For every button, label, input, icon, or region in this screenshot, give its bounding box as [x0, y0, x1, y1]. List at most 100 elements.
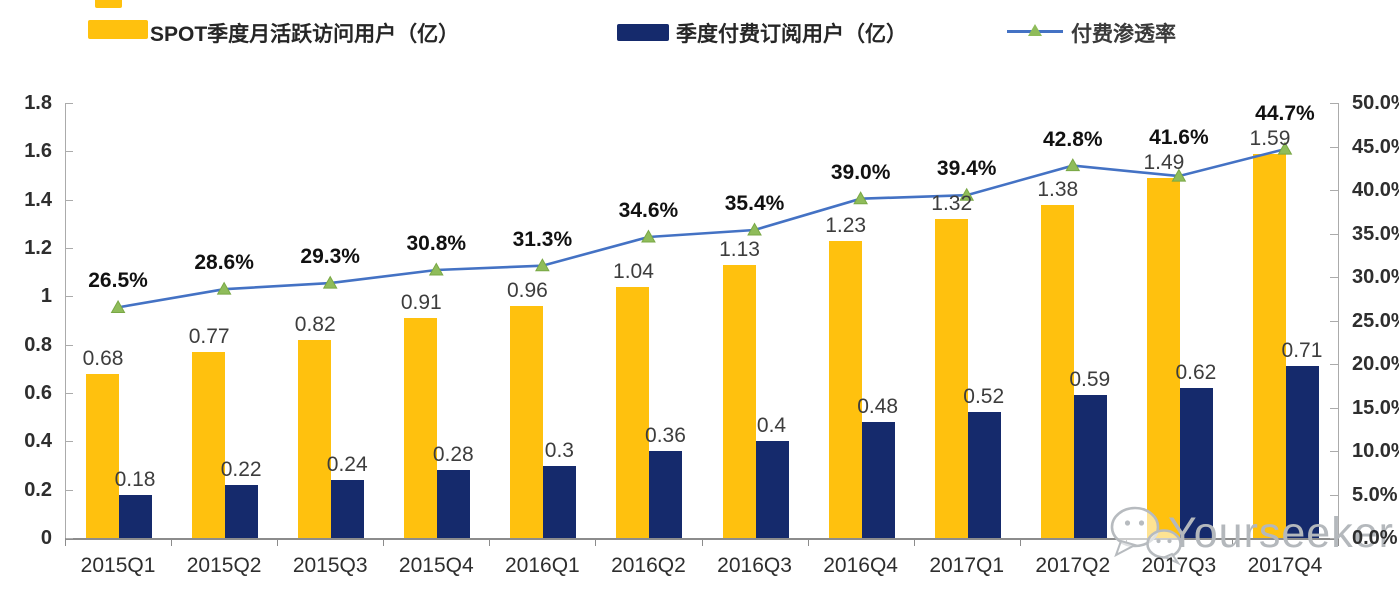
line-marker-triangle-2016Q2 [641, 229, 656, 243]
subs-bar-2016Q4 [861, 422, 895, 538]
penetration-line-chart [110, 141, 1293, 313]
subs-value-label-2017Q2: 0.59 [1069, 368, 1111, 392]
x-axis-label-2017Q4: 2017Q4 [1247, 554, 1323, 577]
subs-value-label-2016Q3: 0.4 [756, 414, 787, 438]
mau-value-label-2016Q3: 1.13 [719, 237, 760, 261]
mau-bar-2017Q4 [1252, 153, 1286, 538]
subs-value-label-2015Q1: 0.18 [114, 467, 156, 491]
x-axis-label-2016Q4: 2016Q4 [823, 554, 898, 577]
subs-bar-2016Q1 [543, 465, 577, 538]
y-axis-left-tick [65, 103, 73, 104]
x-axis-label-2015Q3: 2015Q3 [292, 554, 368, 577]
x-axis-tick [1231, 538, 1233, 546]
y-axis-left-label: 0.4 [24, 430, 52, 453]
mau-bar-2015Q2 [192, 351, 226, 538]
x-axis-label-2017Q1: 2017Q1 [929, 554, 1005, 577]
penetration-label-2015Q1: 26.5% [88, 269, 148, 293]
mau-bar-2016Q1 [510, 306, 544, 538]
y-axis-right-label: 10.0% [1352, 440, 1399, 462]
penetration-label-2015Q3: 29.3% [300, 245, 360, 269]
y-axis-left-label: 1.2 [24, 237, 52, 259]
penetration-label-2015Q4: 30.8% [406, 232, 467, 256]
x-axis-label-2017Q3: 2017Q3 [1141, 554, 1217, 577]
x-axis-tick [1338, 538, 1339, 546]
y-axis-left-label: 0.2 [24, 478, 52, 501]
subs-value-label-2016Q1: 0.3 [544, 438, 574, 462]
subs-bar-2017Q1 [967, 412, 1001, 538]
y-axis-right-label: 0.0% [1352, 527, 1398, 549]
y-axis-right-tick [1330, 233, 1338, 235]
mau-value-label-2016Q1: 0.96 [506, 279, 548, 302]
penetration-label-2016Q3: 35.4% [724, 192, 785, 216]
subs-value-label-2015Q4: 0.28 [432, 443, 474, 467]
x-axis-tick [277, 538, 279, 546]
subs-bar-2017Q2 [1073, 395, 1107, 538]
subs-bar-2015Q1 [119, 494, 153, 538]
y-axis-left-label: 1.6 [24, 140, 52, 163]
mau-bar-2015Q3 [298, 339, 332, 538]
x-axis-tick [65, 538, 66, 546]
penetration-label-2016Q4: 39.0% [830, 160, 891, 184]
mau-legend-swatch [88, 20, 148, 39]
y-axis-left-tick [65, 151, 73, 153]
x-axis-label-2015Q1: 2015Q1 [80, 554, 156, 577]
y-axis-left-tick [65, 199, 73, 201]
y-axis-left-label: 1 [40, 285, 52, 308]
mau-bar-2016Q2 [616, 286, 650, 538]
y-axis-left-tick [65, 393, 73, 394]
y-axis-right-tick [1330, 364, 1338, 365]
x-axis-tick [383, 538, 385, 546]
mau-value-label-2015Q2: 0.77 [188, 324, 230, 348]
line-marker-triangle-2016Q1 [535, 258, 550, 272]
x-axis-tick [595, 538, 597, 546]
mau-value-label-2015Q3: 0.82 [294, 312, 336, 336]
penetration-legend-label: 付费渗透率 [1071, 23, 1176, 46]
x-axis-label-2017Q2: 2017Q2 [1035, 554, 1111, 577]
subs-value-label-2015Q2: 0.22 [220, 457, 262, 481]
y-axis-right-tick [1330, 494, 1338, 496]
mau-value-label-2016Q4: 1.23 [825, 213, 867, 237]
y-axis-left-tick [65, 489, 73, 491]
y-axis-left-label: 0.6 [24, 382, 52, 404]
y-axis-right-label: 15.0% [1352, 396, 1399, 419]
y-axis-right-tick [1330, 190, 1338, 191]
subs-bar-2016Q2 [649, 451, 683, 538]
mau-bar-2015Q1 [86, 373, 120, 538]
subs-bar-2017Q4 [1285, 366, 1319, 538]
y-axis-right-tick [1330, 146, 1338, 148]
x-axis-tick [489, 538, 491, 546]
y-axis-right-label: 20.0% [1352, 353, 1399, 375]
penetration-label-2016Q2: 34.6% [618, 198, 679, 222]
y-axis-left-label: 0.8 [24, 333, 52, 356]
x-axis-label-2016Q1: 2016Q1 [505, 554, 580, 577]
mau-legend-label: SPOT季度月活跃访问用户（亿） [150, 23, 460, 46]
y-axis-right-label: 35.0% [1352, 222, 1399, 245]
x-axis-tick [701, 538, 703, 546]
y-axis-left-tick [65, 441, 73, 443]
penetration-label-2017Q4: 44.7% [1255, 101, 1315, 125]
penetration-label-2017Q2: 42.8% [1043, 127, 1103, 151]
line-marker-triangle-2017Q1 [959, 187, 975, 201]
subs-value-label-2017Q3: 0.62 [1175, 361, 1217, 385]
x-axis-label-2015Q4: 2015Q4 [398, 554, 474, 577]
mau-bar-2017Q2 [1040, 204, 1074, 538]
line-marker-triangle-2015Q4 [428, 262, 444, 276]
subs-value-label-2016Q2: 0.36 [645, 424, 686, 447]
y-axis-left-tick [65, 248, 73, 249]
y-axis-right-label: 50.0% [1352, 92, 1399, 114]
y-axis-right-label: 40.0% [1352, 179, 1399, 201]
subs-legend-swatch [617, 24, 669, 41]
y-axis-left-tick [65, 538, 73, 539]
y-axis-right-tick [1330, 320, 1338, 322]
line-marker-triangle-2017Q3 [1171, 168, 1187, 182]
mau-value-label-2016Q2: 1.04 [613, 259, 654, 283]
y-axis-left-tick [65, 296, 73, 298]
wechat-bubbles-icon [1110, 506, 1182, 566]
y-axis-left-label: 0 [40, 527, 52, 549]
y-axis-right-tick [1330, 407, 1338, 409]
mau-value-label-2017Q4: 1.59 [1249, 126, 1291, 150]
y-axis-right-tick [1330, 538, 1338, 539]
penetration-line [117, 147, 1286, 309]
y-axis-left-line [65, 103, 66, 538]
